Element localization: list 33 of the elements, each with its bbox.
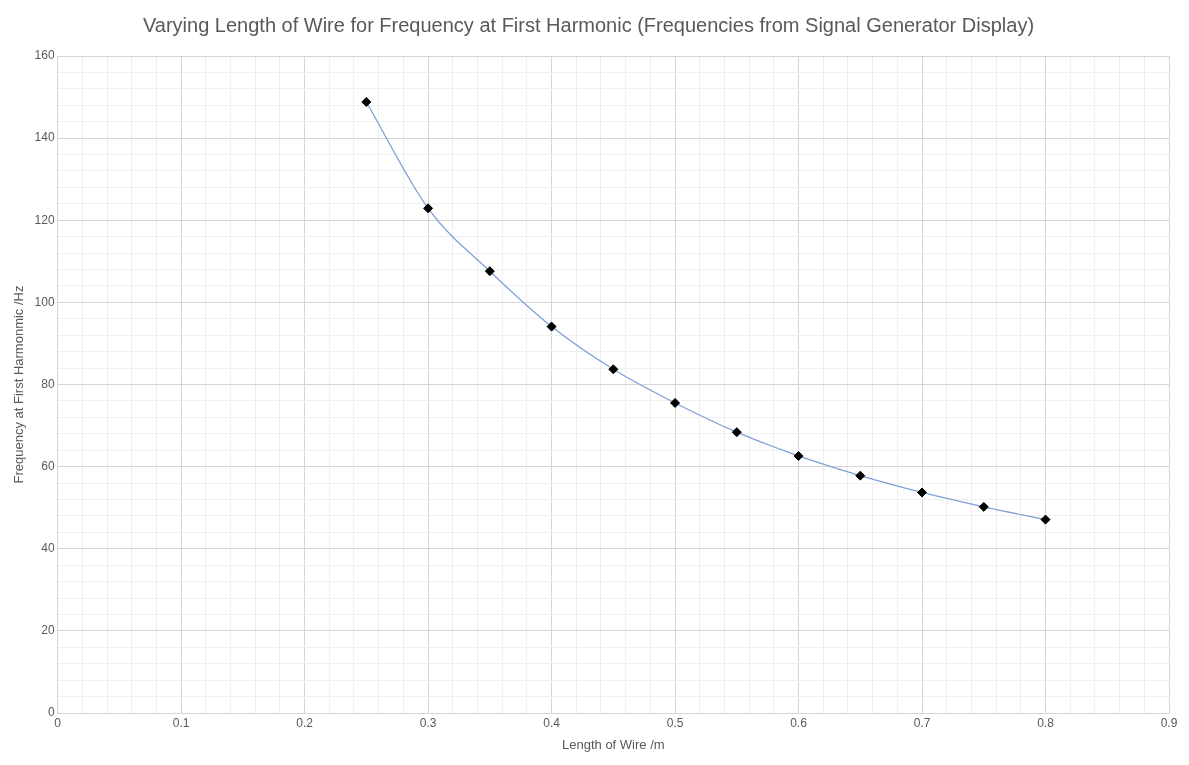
point: [608, 364, 619, 375]
x-tick-label: 0.4: [543, 715, 561, 730]
x-tick-label: 0.5: [666, 715, 684, 730]
y-tick-label: 20: [41, 623, 55, 638]
point: [361, 96, 372, 107]
x-tick-label: 0.3: [419, 715, 437, 730]
y-tick-label: 100: [34, 294, 55, 309]
y-tick-label: 80: [41, 376, 55, 391]
point: [423, 203, 434, 214]
x-tick-label: 0.9: [1160, 715, 1178, 730]
point: [917, 487, 928, 498]
x-tick-label: 0.1: [172, 715, 190, 730]
y-tick-label: 0: [47, 705, 55, 720]
point: [546, 321, 557, 332]
point: [1040, 514, 1051, 525]
y-tick-label: 140: [34, 130, 55, 145]
x-tick-label: 0.2: [296, 715, 314, 730]
point: [731, 427, 742, 438]
point: [855, 470, 866, 481]
y-tick-label: 40: [41, 541, 55, 556]
y-axis-title: Frequency at First Harmonmic /Hz: [11, 285, 27, 484]
chart-title: Varying Length of Wire for Frequency at First Harmonic (Frequencies from Signal Generator Display): [142, 13, 1035, 36]
x-tick-label: 0.6: [790, 715, 808, 730]
x-axis-title: Length of Wire /m: [562, 736, 665, 752]
y-tick-label: 160: [34, 48, 55, 63]
y-tick-label: 60: [41, 458, 55, 473]
x-tick-label: 0.7: [913, 715, 931, 730]
point: [484, 266, 495, 277]
point: [793, 450, 804, 461]
x-tick-label: 0.8: [1037, 715, 1055, 730]
y-tick-label: 120: [34, 212, 55, 227]
point: [670, 397, 681, 408]
point: [978, 501, 989, 512]
